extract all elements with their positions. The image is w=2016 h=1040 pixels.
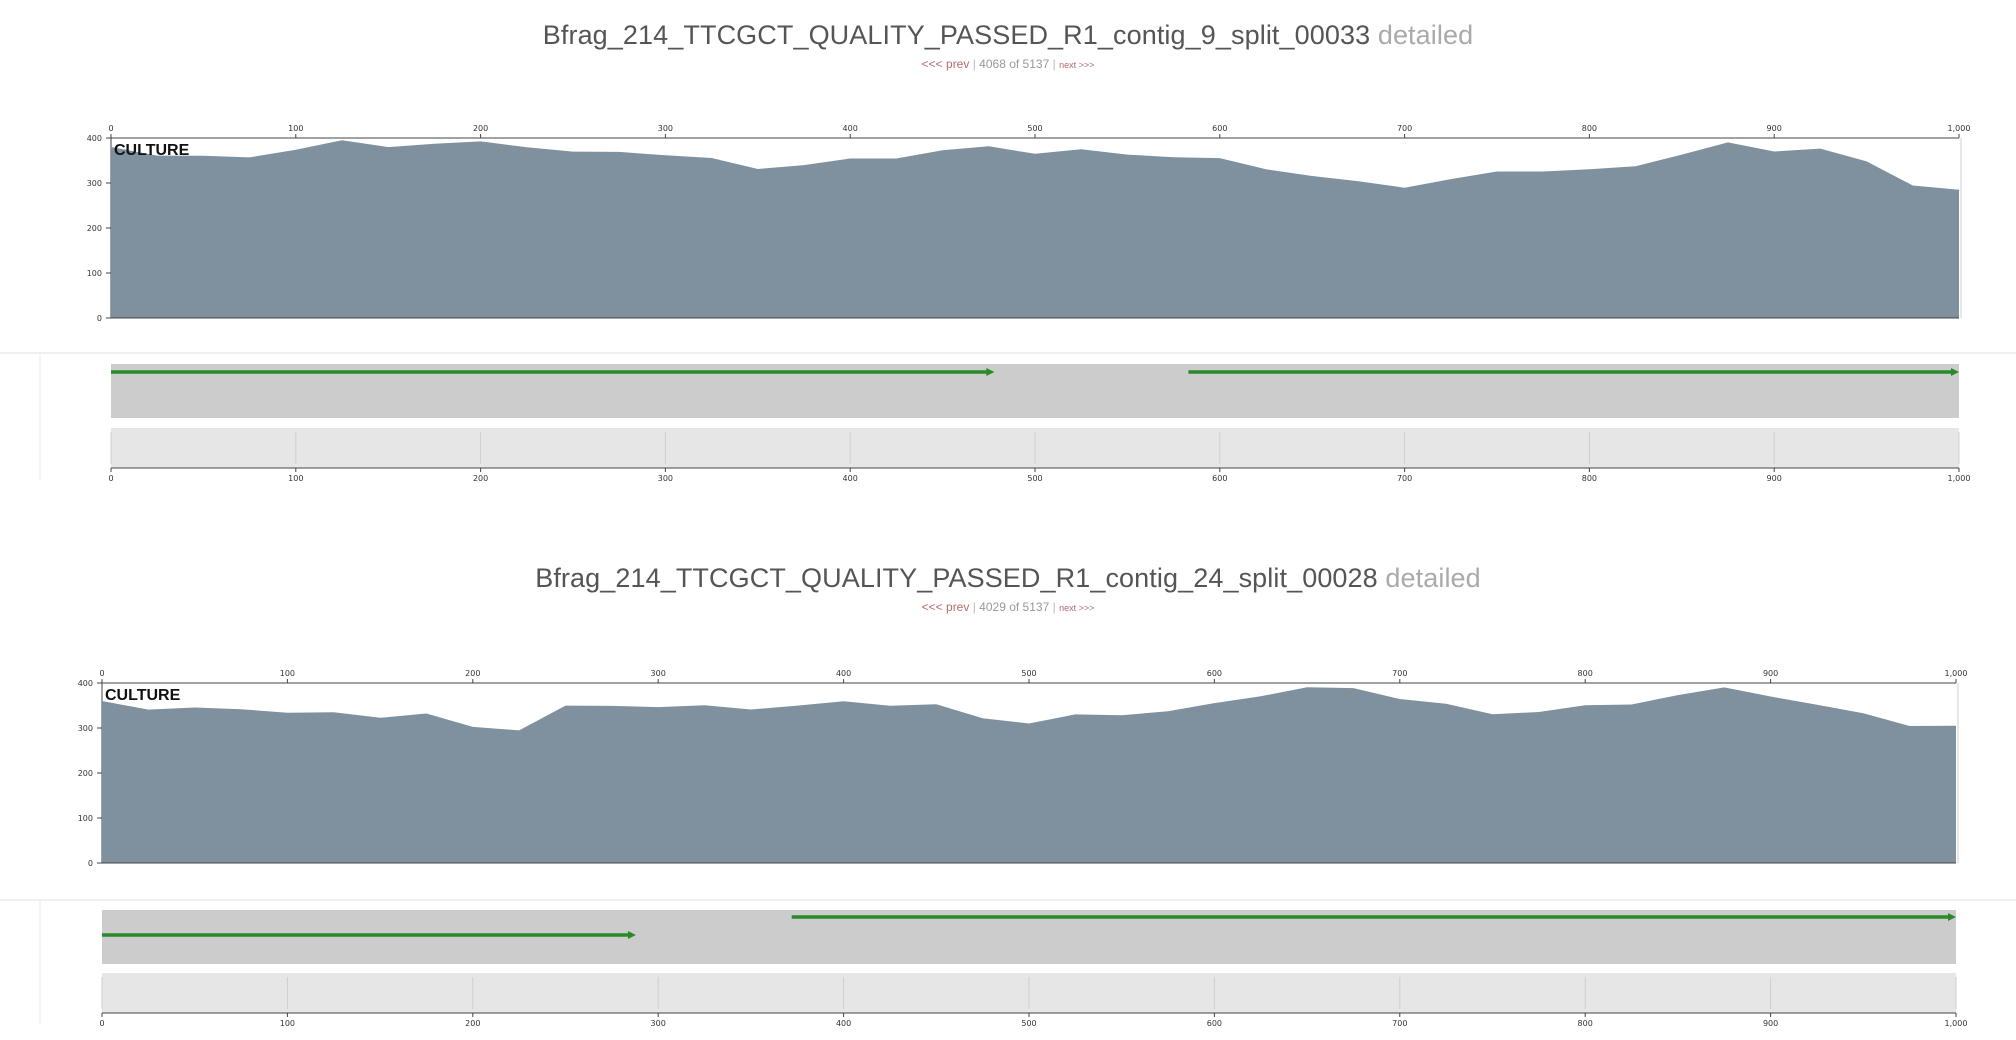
x-tick-label-top: 700 bbox=[1397, 124, 1412, 133]
split-navigation: <<< prev | 4029 of 5137 | next >>> bbox=[0, 600, 2016, 614]
x-tick-label-bottom: 400 bbox=[836, 1019, 851, 1028]
x-tick-label-top: 0 bbox=[99, 669, 104, 678]
x-tick-label-bottom: 200 bbox=[473, 474, 488, 483]
coverage-area bbox=[102, 687, 1956, 863]
gene-track bbox=[102, 910, 1956, 964]
x-tick-label-bottom: 500 bbox=[1021, 1019, 1036, 1028]
gene-arrow-head[interactable] bbox=[627, 931, 636, 939]
x-tick-label-bottom: 200 bbox=[465, 1019, 480, 1028]
x-tick-label-top: 500 bbox=[1021, 669, 1036, 678]
y-tick-label: 100 bbox=[78, 814, 93, 823]
x-tick-label-top: 900 bbox=[1767, 124, 1782, 133]
y-tick-label: 300 bbox=[78, 724, 93, 733]
x-tick-label-top: 300 bbox=[651, 669, 666, 678]
x-tick-label-bottom: 0 bbox=[108, 474, 113, 483]
x-tick-label-bottom: 0 bbox=[99, 1019, 104, 1028]
x-tick-label-top: 500 bbox=[1027, 124, 1042, 133]
x-tick-label-bottom: 100 bbox=[288, 474, 303, 483]
x-tick-label-bottom: 700 bbox=[1392, 1019, 1407, 1028]
split-position: 4068 of 5137 bbox=[979, 57, 1050, 71]
split-name: Bfrag_214_TTCGCT_QUALITY_PASSED_R1_conti… bbox=[535, 563, 1378, 593]
nav-separator: | bbox=[972, 57, 976, 71]
split-header: Bfrag_214_TTCGCT_QUALITY_PASSED_R1_conti… bbox=[0, 0, 2016, 71]
sample-label: CULTURE bbox=[105, 687, 181, 704]
x-tick-label-top: 1,000 bbox=[1948, 124, 1971, 133]
x-tick-label-top: 400 bbox=[836, 669, 851, 678]
x-tick-label-bottom: 300 bbox=[651, 1019, 666, 1028]
x-tick-label-bottom: 600 bbox=[1212, 474, 1227, 483]
next-link[interactable]: next >>> bbox=[1059, 60, 1095, 70]
x-tick-label-top: 300 bbox=[658, 124, 673, 133]
y-tick-label: 0 bbox=[88, 859, 93, 868]
y-tick-label: 300 bbox=[87, 179, 102, 188]
split-header: Bfrag_214_TTCGCT_QUALITY_PASSED_R1_conti… bbox=[0, 545, 2016, 614]
x-tick-label-top: 400 bbox=[843, 124, 858, 133]
y-tick-label: 200 bbox=[78, 769, 93, 778]
x-tick-label-top: 1,000 bbox=[1945, 669, 1968, 678]
split-block: Bfrag_214_TTCGCT_QUALITY_PASSED_R1_conti… bbox=[0, 545, 2016, 1040]
x-tick-label-top: 800 bbox=[1578, 669, 1593, 678]
x-tick-label-bottom: 600 bbox=[1207, 1019, 1222, 1028]
prev-link[interactable]: <<< prev bbox=[921, 600, 970, 614]
y-tick-label: 100 bbox=[87, 269, 102, 278]
x-tick-label-top: 900 bbox=[1763, 669, 1778, 678]
y-tick-label: 200 bbox=[87, 224, 102, 233]
x-tick-label-top: 100 bbox=[288, 124, 303, 133]
x-tick-label-bottom: 400 bbox=[843, 474, 858, 483]
x-tick-label-top: 700 bbox=[1392, 669, 1407, 678]
x-tick-label-top: 200 bbox=[473, 124, 488, 133]
x-tick-label-bottom: 800 bbox=[1582, 474, 1597, 483]
x-tick-label-bottom: 900 bbox=[1763, 1019, 1778, 1028]
x-tick-label-bottom: 300 bbox=[658, 474, 673, 483]
x-tick-label-bottom: 800 bbox=[1578, 1019, 1593, 1028]
split-position: 4029 of 5137 bbox=[979, 600, 1050, 614]
split-name: Bfrag_214_TTCGCT_QUALITY_PASSED_R1_conti… bbox=[542, 20, 1371, 50]
prev-link[interactable]: <<< prev bbox=[921, 57, 970, 71]
y-tick-label: 400 bbox=[87, 134, 102, 143]
x-tick-label-bottom: 900 bbox=[1767, 474, 1782, 483]
gene-arrow-head[interactable] bbox=[1948, 913, 1956, 921]
split-chart: 0 100 200 300 400 500 600 700 800 900 1,000 0 100 200… bbox=[0, 669, 2016, 1028]
detailed-label: detailed bbox=[1385, 563, 1481, 593]
x-tick-label-top: 800 bbox=[1582, 124, 1597, 133]
split-navigation: <<< prev | 4068 of 5137 | next >>> bbox=[0, 57, 2016, 71]
y-tick-label: 0 bbox=[97, 314, 102, 323]
detailed-label: detailed bbox=[1377, 20, 1474, 50]
y-tick-label: 400 bbox=[78, 679, 93, 688]
coverage-area bbox=[111, 140, 1959, 318]
split-block: Bfrag_214_TTCGCT_QUALITY_PASSED_R1_conti… bbox=[0, 0, 2016, 483]
nav-separator: | bbox=[1052, 57, 1056, 71]
sample-label: CULTURE bbox=[114, 142, 190, 159]
x-tick-label-top: 100 bbox=[280, 669, 295, 678]
x-tick-label-bottom: 1,000 bbox=[1948, 474, 1971, 483]
x-tick-label-top: 600 bbox=[1212, 124, 1227, 133]
x-tick-label-bottom: 500 bbox=[1027, 474, 1042, 483]
next-link[interactable]: next >>> bbox=[1059, 603, 1095, 613]
split-chart: 0 100 200 300 400 500 600 700 800 900 1,000 0 100 200… bbox=[0, 124, 2016, 483]
nav-separator: | bbox=[972, 600, 976, 614]
x-tick-label-bottom: 1,000 bbox=[1945, 1019, 1968, 1028]
x-tick-label-top: 600 bbox=[1207, 669, 1222, 678]
split-title: Bfrag_214_TTCGCT_QUALITY_PASSED_R1_conti… bbox=[0, 563, 2016, 594]
x-tick-label-top: 0 bbox=[108, 124, 113, 133]
x-tick-label-bottom: 700 bbox=[1397, 474, 1412, 483]
x-tick-label-top: 200 bbox=[465, 669, 480, 678]
split-title: Bfrag_214_TTCGCT_QUALITY_PASSED_R1_conti… bbox=[0, 20, 2016, 51]
gene-arrow-head[interactable] bbox=[986, 368, 995, 376]
x-tick-label-bottom: 100 bbox=[280, 1019, 295, 1028]
nav-separator: | bbox=[1052, 600, 1056, 614]
gene-arrow-head[interactable] bbox=[1951, 368, 1959, 376]
